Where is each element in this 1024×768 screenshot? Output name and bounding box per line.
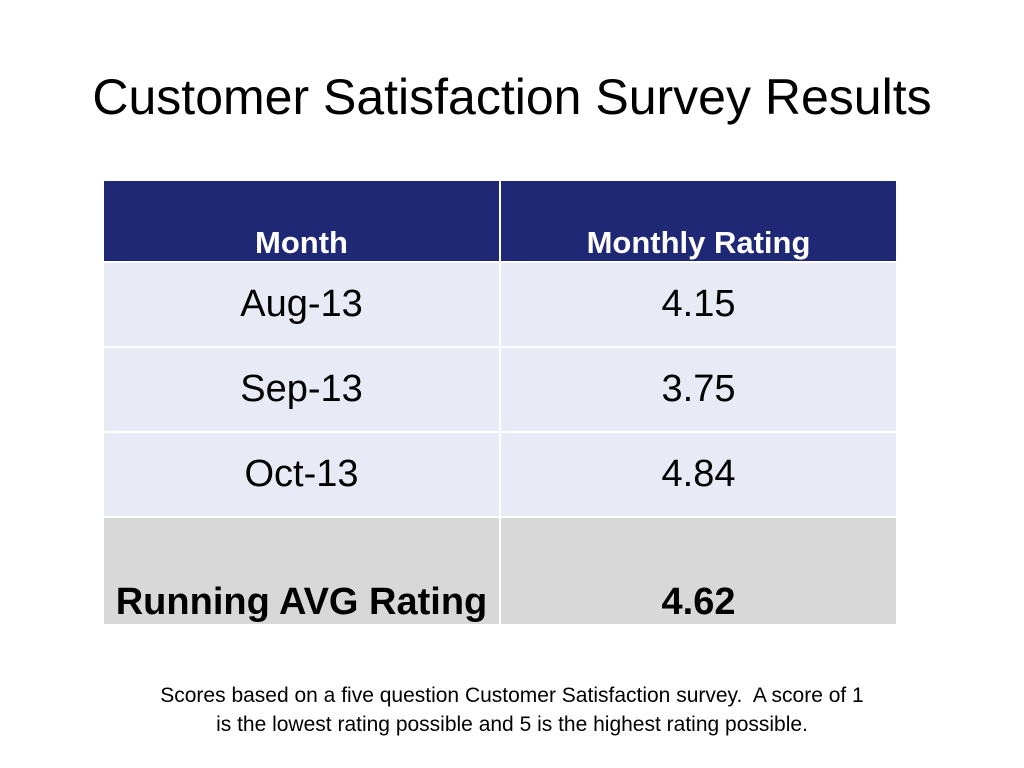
ratings-table: Month Monthly Rating Aug-13 4.15 Sep-13 … — [102, 179, 898, 626]
summary-value: 4.62 — [499, 516, 898, 626]
table-row: Sep-13 3.75 — [102, 346, 898, 433]
column-header-month: Month — [102, 179, 501, 263]
month-cell: Sep-13 — [102, 346, 501, 433]
rating-cell: 4.84 — [499, 431, 898, 518]
footnote-line-2: is the lowest rating possible and 5 is t… — [216, 713, 808, 736]
footnote-line-1: Scores based on a five question Customer… — [160, 684, 864, 707]
slide-title: Customer Satisfaction Survey Results — [92, 69, 932, 125]
column-header-monthly-rating: Monthly Rating — [499, 179, 898, 263]
footnote: Scores based on a five question Customer… — [0, 681, 1024, 739]
rating-cell: 4.15 — [499, 261, 898, 348]
table-row: Aug-13 4.15 — [102, 261, 898, 348]
summary-label: Running AVG Rating — [102, 516, 501, 626]
month-cell: Oct-13 — [102, 431, 501, 518]
table-header-row: Month Monthly Rating — [102, 179, 898, 263]
rating-cell: 3.75 — [499, 346, 898, 433]
table-row: Oct-13 4.84 — [102, 431, 898, 518]
month-cell: Aug-13 — [102, 261, 501, 348]
summary-row: Running AVG Rating 4.62 — [102, 516, 898, 626]
